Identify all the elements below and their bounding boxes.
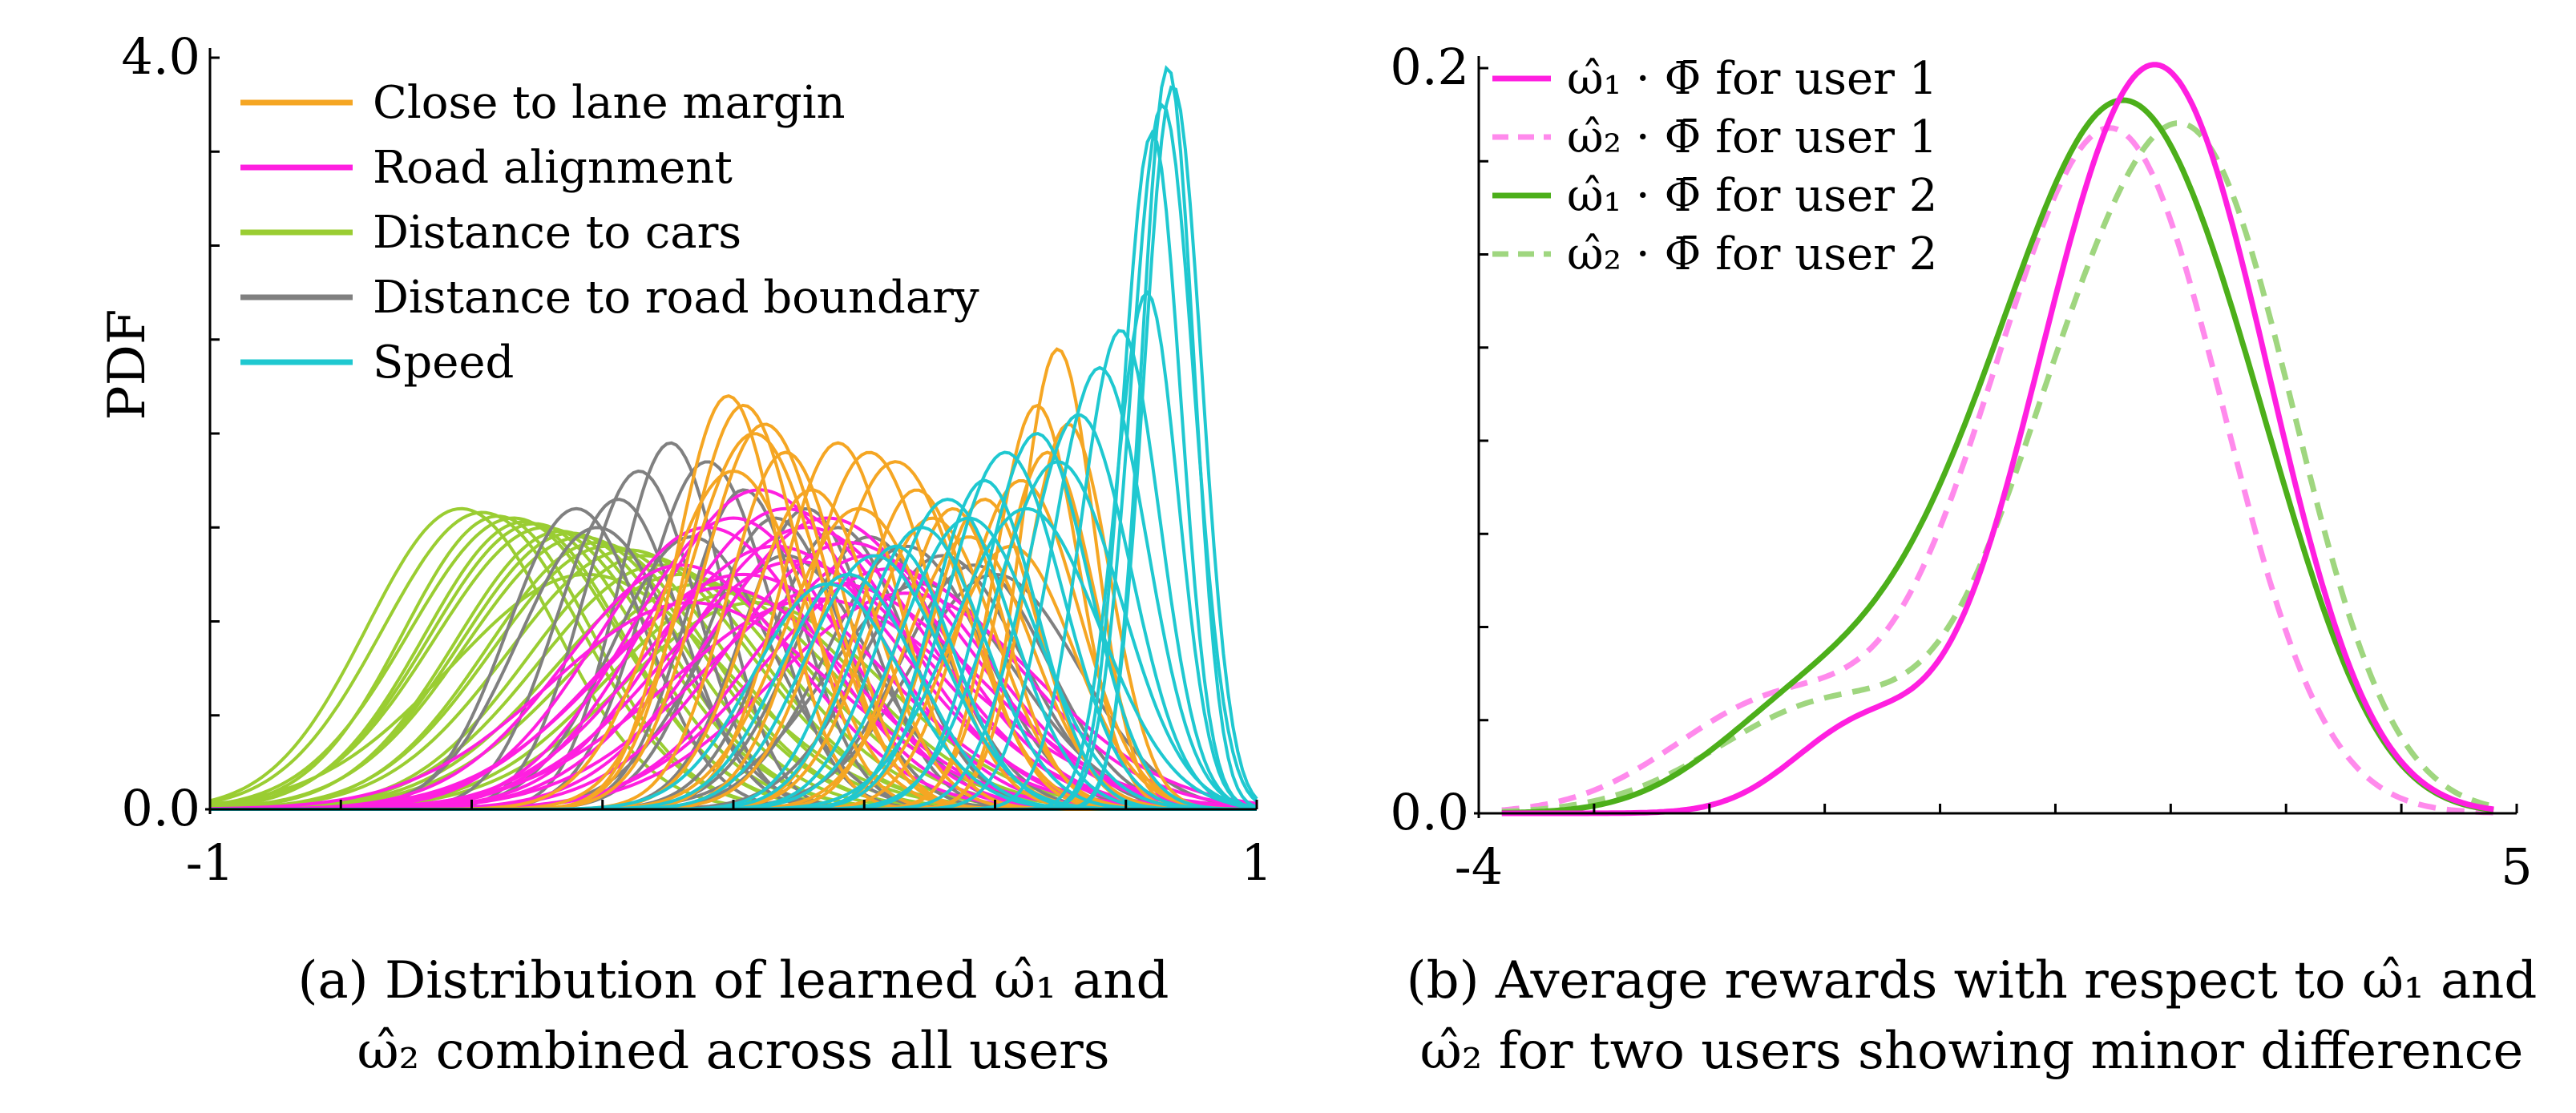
panel-a-legend-label-2: Distance to cars — [373, 207, 741, 259]
panel-a-legend-label-3: Distance to road boundary — [373, 272, 979, 324]
panel-a: -1 1 0.0 4.0 PDF Close to lane margin Road a… — [98, 27, 1273, 1081]
panel-b-caption-line1: (b) Average rewards with respect to ω̂₁ … — [1407, 951, 2538, 1010]
panel-a-caption-line2: ω̂₂ combined across all users — [357, 1022, 1109, 1081]
panel-b-curve-1 — [1501, 125, 2494, 816]
panel-b-legend-label-0: ω̂₁ · Φ̄ for user 1 — [1567, 53, 1937, 105]
panel-b-y-tick-label-0: 0.0 — [1390, 783, 1469, 841]
panel-a-axes: -1 1 0.0 4.0 — [121, 27, 1272, 892]
panel-a-x-tick-label-1: 1 — [1241, 833, 1272, 892]
panel-b-legend-label-1: ω̂₂ · Φ̄ for user 1 — [1567, 111, 1937, 163]
panel-a-legend: Close to lane margin Road alignment Distan… — [240, 77, 979, 389]
panel-b: -4 5 0.0 0.2 ω̂₁ · Φ̄ for user 1 ω̂₂ · Φ̄ fo… — [1390, 38, 2537, 1081]
panel-b-axes: -4 5 0.0 0.2 — [1390, 38, 2532, 896]
panel-b-legend-label-2: ω̂₁ · Φ̄ for user 2 — [1567, 170, 1937, 222]
panel-a-legend-label-1: Road alignment — [373, 142, 733, 194]
panel-a-legend-label-4: Speed — [373, 337, 514, 389]
panel-b-legend: ω̂₁ · Φ̄ for user 1 ω̂₂ · Φ̄ for user 1 ω̂… — [1492, 53, 1937, 280]
panel-b-x-tick-label-1: 5 — [2501, 837, 2532, 896]
panel-b-legend-label-3: ω̂₂ · Φ̄ for user 2 — [1567, 228, 1937, 280]
panel-a-x-tick-label-0: -1 — [186, 833, 234, 892]
panel-b-curves — [1501, 62, 2494, 817]
panel-a-legend-label-0: Close to lane margin — [373, 77, 846, 129]
panel-b-curve-0 — [1501, 62, 2494, 817]
panel-a-ylabel: PDF — [98, 309, 157, 421]
panel-b-y-tick-label-1: 0.2 — [1390, 38, 1469, 96]
panel-a-curves — [209, 65, 1258, 811]
panel-a-caption-line1: (a) Distribution of learned ω̂₁ and — [298, 951, 1169, 1010]
panel-a-y-tick-label-0: 0.0 — [121, 779, 200, 837]
panel-b-x-tick-label-0: -4 — [1455, 837, 1503, 896]
panel-b-caption-line2: ω̂₂ for two users showing minor differen… — [1420, 1022, 2524, 1081]
panel-b-curve-3 — [1501, 120, 2494, 815]
panel-b-curve-2 — [1501, 97, 2494, 816]
panel-a-y-tick-label-1: 4.0 — [121, 27, 200, 86]
